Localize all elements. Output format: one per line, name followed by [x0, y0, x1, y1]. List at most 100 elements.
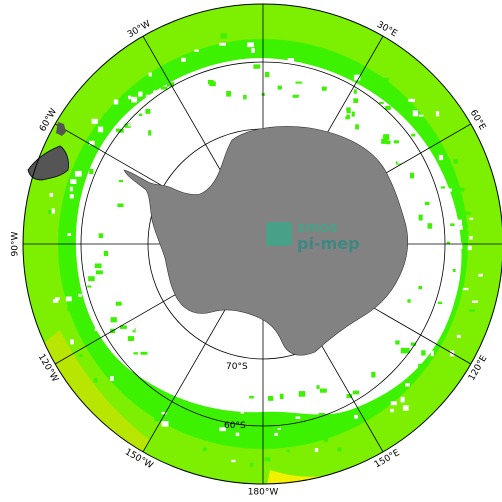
- data-speckle: [219, 427, 226, 432]
- data-speckle: [418, 304, 424, 309]
- data-speckle: [418, 114, 424, 117]
- data-speckle: [204, 94, 210, 98]
- data-speckle: [446, 241, 451, 245]
- data-speckle: [127, 394, 134, 399]
- data-speckle: [138, 113, 143, 116]
- data-speckle: [444, 171, 449, 174]
- data-speckle: [381, 138, 388, 144]
- data-speckle: [265, 71, 270, 78]
- data-speckle: [194, 391, 198, 395]
- data-speckle: [54, 297, 60, 300]
- data-speckle: [353, 89, 357, 94]
- data-speckle: [453, 158, 458, 164]
- data-speckle: [407, 299, 411, 303]
- data-speckle: [409, 369, 413, 373]
- data-speckle: [450, 223, 455, 226]
- data-speckle: [118, 179, 123, 183]
- data-speckle: [236, 52, 241, 56]
- data-speckle: [410, 135, 417, 140]
- data-speckle: [264, 457, 271, 462]
- data-speckle: [84, 319, 90, 323]
- data-speckle: [183, 107, 189, 113]
- data-speckle: [400, 175, 408, 182]
- data-speckle: [379, 101, 384, 104]
- data-speckle: [353, 74, 361, 81]
- data-speckle: [286, 449, 291, 453]
- data-speckle: [235, 432, 240, 437]
- data-speckle: [279, 393, 284, 399]
- data-speckle: [440, 186, 446, 189]
- data-speckle: [133, 352, 138, 355]
- data-speckle: [384, 350, 392, 355]
- data-speckle: [373, 124, 378, 127]
- data-speckle: [161, 365, 166, 370]
- data-speckle: [385, 106, 391, 110]
- data-speckle: [243, 94, 247, 100]
- data-speckle: [69, 194, 74, 199]
- data-speckle: [145, 109, 151, 114]
- parallel-label-70s: 70°S: [226, 362, 248, 372]
- data-speckle: [383, 134, 390, 140]
- data-speckle: [72, 223, 77, 226]
- data-speckle: [161, 412, 167, 415]
- data-speckle: [372, 103, 377, 107]
- data-speckle: [400, 396, 405, 403]
- data-speckle: [438, 154, 444, 161]
- data-speckle: [61, 253, 66, 256]
- data-speckle: [113, 324, 118, 330]
- data-speckle: [408, 98, 415, 102]
- data-speckle: [415, 286, 420, 289]
- data-speckle: [346, 394, 353, 399]
- data-speckle: [392, 167, 398, 170]
- data-speckle: [395, 328, 402, 331]
- data-speckle: [194, 49, 199, 52]
- data-speckle: [401, 139, 405, 144]
- data-speckle: [295, 81, 303, 84]
- data-speckle: [371, 371, 376, 378]
- data-speckle: [160, 86, 168, 90]
- data-speckle: [180, 82, 187, 87]
- data-speckle: [427, 223, 433, 229]
- data-speckle: [117, 203, 124, 208]
- data-speckle: [103, 251, 108, 257]
- data-speckle: [456, 334, 461, 338]
- data-speckle: [298, 391, 306, 397]
- data-speckle: [374, 359, 379, 363]
- watermark-line1: smos: [297, 220, 338, 236]
- data-speckle: [314, 448, 319, 453]
- data-speckle: [418, 363, 424, 369]
- data-speckle: [115, 301, 122, 306]
- data-speckle: [339, 382, 346, 387]
- data-speckle: [403, 181, 410, 184]
- data-speckle: [231, 459, 236, 463]
- data-speckle: [94, 263, 102, 268]
- data-speckle: [122, 149, 126, 153]
- data-speckle: [247, 42, 254, 48]
- data-speckle: [385, 399, 392, 403]
- data-speckle: [467, 245, 472, 251]
- data-speckle: [131, 96, 138, 103]
- data-speckle: [132, 328, 136, 333]
- data-speckle: [387, 140, 391, 145]
- data-speckle: [141, 107, 146, 112]
- data-speckle: [424, 201, 430, 205]
- data-speckle: [469, 309, 475, 312]
- data-speckle: [155, 394, 160, 399]
- data-speckle: [70, 179, 77, 184]
- data-speckle: [138, 91, 143, 97]
- data-speckle: [410, 172, 415, 179]
- data-speckle: [115, 128, 121, 132]
- data-speckle: [393, 346, 398, 352]
- data-speckle: [127, 324, 135, 331]
- data-speckle: [169, 390, 175, 394]
- data-speckle: [369, 358, 375, 362]
- data-speckle: [70, 339, 74, 345]
- data-speckle: [89, 168, 94, 175]
- data-speckle: [128, 124, 133, 127]
- data-speckle: [145, 94, 150, 98]
- data-speckle: [292, 94, 300, 98]
- data-speckle: [430, 350, 434, 357]
- data-speckle: [345, 114, 350, 120]
- data-speckle: [230, 96, 236, 102]
- data-speckle: [249, 395, 254, 399]
